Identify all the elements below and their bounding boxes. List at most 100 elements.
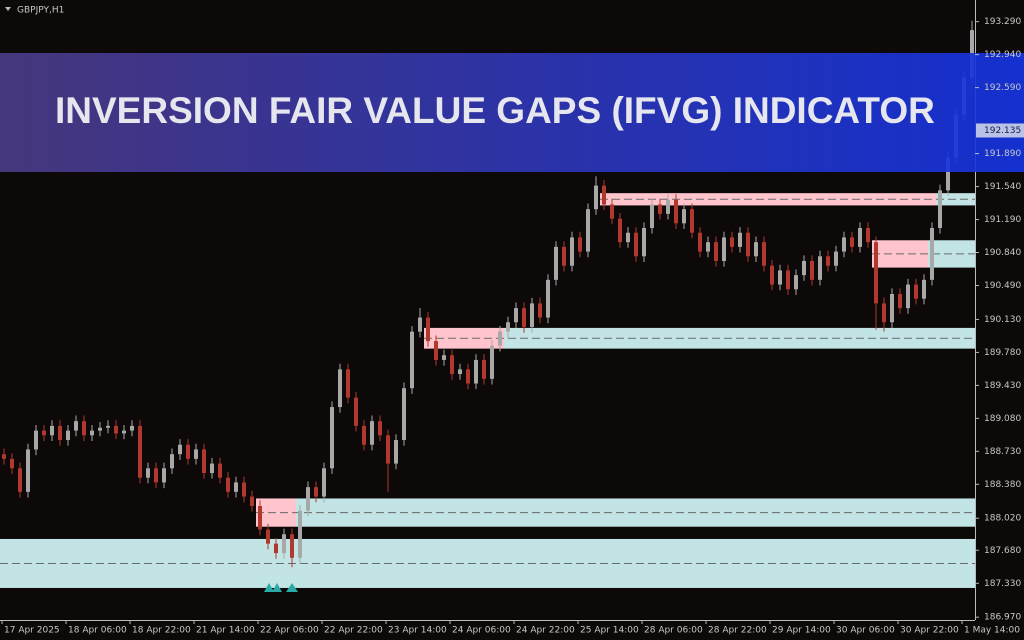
candle-body xyxy=(42,430,46,436)
candle-body xyxy=(162,468,166,483)
candle-body xyxy=(330,407,334,469)
candle-body xyxy=(466,369,470,384)
y-tick-label: 187.680 xyxy=(984,546,1021,556)
candle-body xyxy=(242,482,246,497)
y-tick-label: 190.840 xyxy=(984,248,1021,258)
candle-body xyxy=(50,425,54,436)
candle-body xyxy=(474,359,478,384)
candle-body xyxy=(570,237,574,266)
y-tick-label: 190.130 xyxy=(984,315,1021,325)
candle-body xyxy=(794,275,798,290)
candle-body xyxy=(58,425,62,441)
symbol-icon xyxy=(5,7,11,11)
candle-body xyxy=(858,228,862,247)
candle-body xyxy=(34,430,38,450)
x-tick-label: 28 Apr 06:00 xyxy=(644,626,703,636)
candle-body xyxy=(346,369,350,398)
x-tick-label: 25 Apr 14:00 xyxy=(580,626,639,636)
candle-body xyxy=(850,237,854,247)
candle-body xyxy=(322,468,326,497)
candle-body xyxy=(746,232,750,257)
candle-body xyxy=(778,270,782,285)
candle-body xyxy=(818,256,822,280)
candle-body xyxy=(434,341,438,360)
price-tag xyxy=(976,123,1024,138)
candle-body xyxy=(946,157,950,191)
signal-arrows xyxy=(264,583,298,592)
candle-body xyxy=(234,482,238,492)
candle-body xyxy=(554,246,558,280)
candle-body xyxy=(690,209,694,233)
candle-body xyxy=(442,355,446,360)
candle-body xyxy=(762,242,766,266)
candle-body xyxy=(258,505,262,530)
candle-body xyxy=(418,317,422,332)
y-tick-label: 191.190 xyxy=(984,215,1021,225)
candle-body xyxy=(898,293,902,309)
x-tick-label: 29 Apr 14:00 xyxy=(772,626,831,636)
candle-body xyxy=(386,435,390,464)
candle-body xyxy=(394,440,398,464)
candle-body xyxy=(458,369,462,375)
candle-body xyxy=(586,209,590,252)
candle-body xyxy=(10,458,14,469)
candle-body xyxy=(538,303,542,318)
candle-body xyxy=(218,463,222,478)
candle-body xyxy=(66,430,70,441)
candle-body xyxy=(122,430,126,434)
candle-body xyxy=(138,425,142,478)
candle-body xyxy=(562,246,566,266)
candle-body xyxy=(706,242,710,252)
x-tick-label: 1 May 14:00 xyxy=(964,626,1020,636)
x-tick-label: 30 Apr 06:00 xyxy=(836,626,895,636)
candle-body xyxy=(682,209,686,224)
candle-body xyxy=(810,261,814,280)
candle-body xyxy=(90,430,94,436)
candle-body xyxy=(130,425,134,431)
y-tick-label: 188.020 xyxy=(984,514,1021,524)
candle-body xyxy=(298,510,302,558)
candle-body xyxy=(906,284,910,309)
x-tick-label: 22 Apr 22:00 xyxy=(324,626,383,636)
candle-body xyxy=(354,397,358,426)
candle-body xyxy=(26,449,30,492)
candle-body xyxy=(250,496,254,506)
candle-body xyxy=(202,449,206,474)
candle-body xyxy=(482,359,486,379)
y-tick-label: 192.940 xyxy=(984,50,1021,60)
candle-body xyxy=(666,199,670,214)
x-tick-label: 24 Apr 22:00 xyxy=(516,626,575,636)
candle-body xyxy=(602,185,606,205)
candle-body xyxy=(730,237,734,247)
candle-body xyxy=(522,308,526,327)
y-tick-label: 189.780 xyxy=(984,348,1021,358)
candle-body xyxy=(922,279,926,299)
x-tick-label: 23 Apr 14:00 xyxy=(388,626,447,636)
y-tick-label: 188.730 xyxy=(984,447,1021,457)
candle-body xyxy=(610,204,614,219)
candle-body xyxy=(882,303,886,323)
candle-body xyxy=(402,388,406,441)
y-tick-label: 188.380 xyxy=(984,480,1021,490)
candle-body xyxy=(754,242,758,257)
candle-body xyxy=(282,534,286,554)
candle-body xyxy=(530,303,534,327)
x-tick-label: 28 Apr 22:00 xyxy=(708,626,767,636)
banner-title: INVERSION FAIR VALUE GAPS (IFVG) INDICAT… xyxy=(55,90,935,131)
candle-body xyxy=(578,237,582,252)
candle-body xyxy=(410,331,414,389)
candle-body xyxy=(802,261,806,276)
candle-body xyxy=(514,308,518,323)
candle-body xyxy=(74,421,78,431)
candle-body xyxy=(738,232,742,247)
plot-layer xyxy=(0,20,975,588)
candle-body xyxy=(938,190,942,229)
x-tick-label: 30 Apr 22:00 xyxy=(900,626,959,636)
candle-body xyxy=(506,322,510,332)
candle-body xyxy=(834,251,838,266)
candle-body xyxy=(626,232,630,243)
x-tick-label: 18 Apr 22:00 xyxy=(132,626,191,636)
candle-body xyxy=(594,185,598,210)
candle-body xyxy=(2,454,6,459)
